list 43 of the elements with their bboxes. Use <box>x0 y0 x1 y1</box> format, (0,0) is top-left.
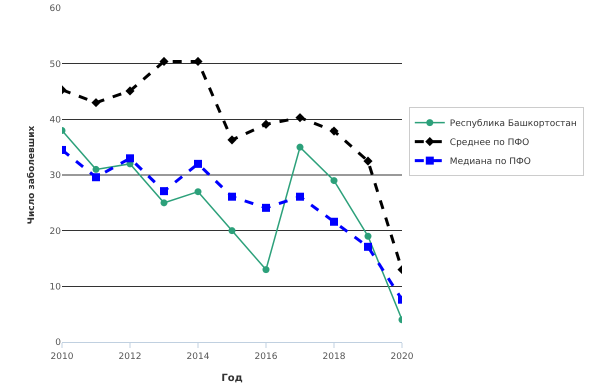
x-tick-label: 2020 <box>390 352 414 362</box>
point <box>329 126 339 136</box>
legend-label: Республика Башкортостан <box>450 119 577 130</box>
point <box>364 242 372 251</box>
point <box>262 204 270 212</box>
point <box>262 266 270 274</box>
point <box>194 160 202 168</box>
y-tick-label: 0 <box>55 338 62 348</box>
point <box>228 192 236 201</box>
point <box>330 177 338 184</box>
point <box>92 166 100 173</box>
point <box>228 227 236 234</box>
point <box>92 173 100 182</box>
y-tick-label: 60 <box>50 4 62 14</box>
point <box>227 135 237 144</box>
y-tick-label: 10 <box>50 282 62 292</box>
y-axis-title: Число заболевших <box>26 125 37 224</box>
point <box>160 199 168 206</box>
x-tick-label: 2016 <box>254 352 278 362</box>
legend-label: Медиана по ПФО <box>450 157 531 168</box>
y-tick-label: 50 <box>50 60 62 70</box>
point <box>330 218 338 226</box>
point <box>91 98 101 108</box>
x-axis-title: Год <box>221 373 243 384</box>
point <box>295 113 305 122</box>
x-tick-label: 2018 <box>322 352 346 362</box>
y-tick-label: 20 <box>50 226 62 237</box>
point <box>160 187 168 196</box>
x-tick-label: 2014 <box>186 352 210 362</box>
x-tick-label: 2012 <box>118 352 142 362</box>
point <box>363 156 373 166</box>
point <box>125 86 135 96</box>
point <box>296 192 304 201</box>
point <box>159 56 169 66</box>
point <box>364 232 372 240</box>
x-tick-label: 2010 <box>50 352 74 362</box>
point <box>126 154 134 162</box>
point <box>194 188 202 196</box>
y-tick-label: 40 <box>50 115 62 126</box>
point <box>296 144 304 151</box>
point <box>261 120 271 129</box>
legend-label: Среднее по ПФО <box>450 138 530 148</box>
y-tick-label: 30 <box>50 171 62 182</box>
